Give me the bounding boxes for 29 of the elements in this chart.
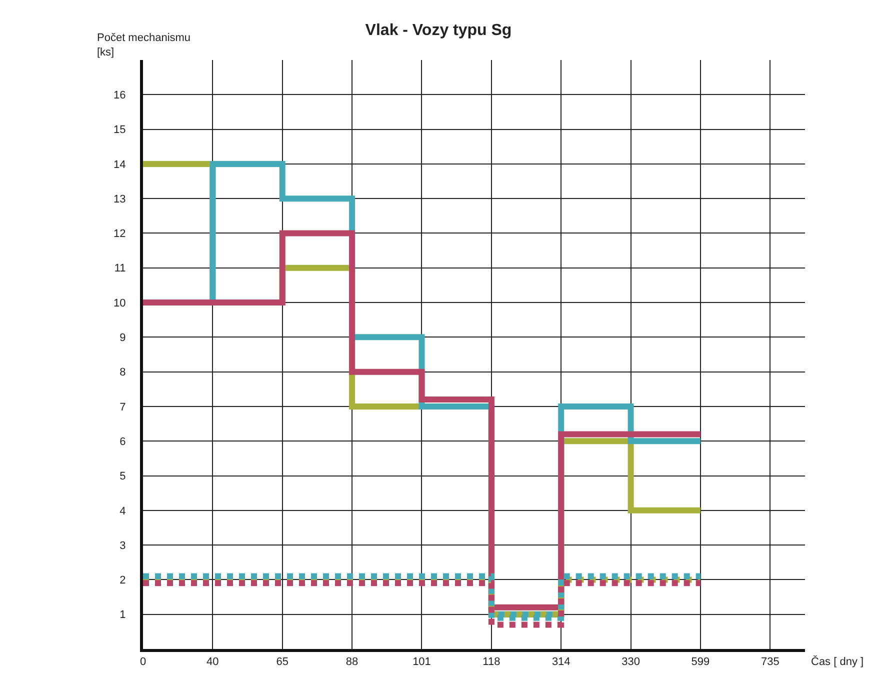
x-tick-label: 65 (276, 656, 288, 668)
x-tick-label: 101 (412, 656, 431, 668)
x-tick-label: 40 (206, 656, 219, 668)
x-tick-label: 330 (622, 656, 640, 668)
x-tick-label: 735 (760, 656, 780, 668)
y-tick-label: 5 (120, 470, 126, 483)
y-tick-label: 3 (120, 540, 126, 552)
y-tick-label: 11 (114, 262, 126, 275)
x-tick-label: 118 (482, 656, 500, 668)
y-tick-label: 9 (120, 332, 126, 344)
y-tick-label: 10 (114, 297, 126, 310)
y-tick-label: 8 (120, 366, 126, 379)
y-tick-label: 2 (120, 574, 126, 587)
x-tick-label: 0 (140, 656, 146, 668)
y-tick-label: 15 (114, 124, 126, 136)
x-axis-title: Čas [ dny ] (811, 655, 864, 668)
y-tick-label: 14 (114, 158, 126, 171)
y-tick-label: 13 (114, 193, 126, 206)
y-tick-label: 7 (120, 401, 126, 414)
y-axis-title: Počet mechanismu [ks] (97, 32, 191, 58)
x-tick-label: 88 (346, 656, 358, 668)
y-tick-label: 12 (114, 228, 126, 240)
x-tick-label: 599 (691, 656, 710, 668)
y-tick-label: 4 (120, 505, 126, 518)
y-tick-label: 1 (120, 609, 126, 622)
chart-title: Vlak - Vozy typu Sg (365, 22, 512, 39)
y-tick-label: 6 (120, 436, 126, 448)
y-tick-label: 16 (114, 90, 126, 102)
x-tick-label: 314 (552, 656, 570, 668)
